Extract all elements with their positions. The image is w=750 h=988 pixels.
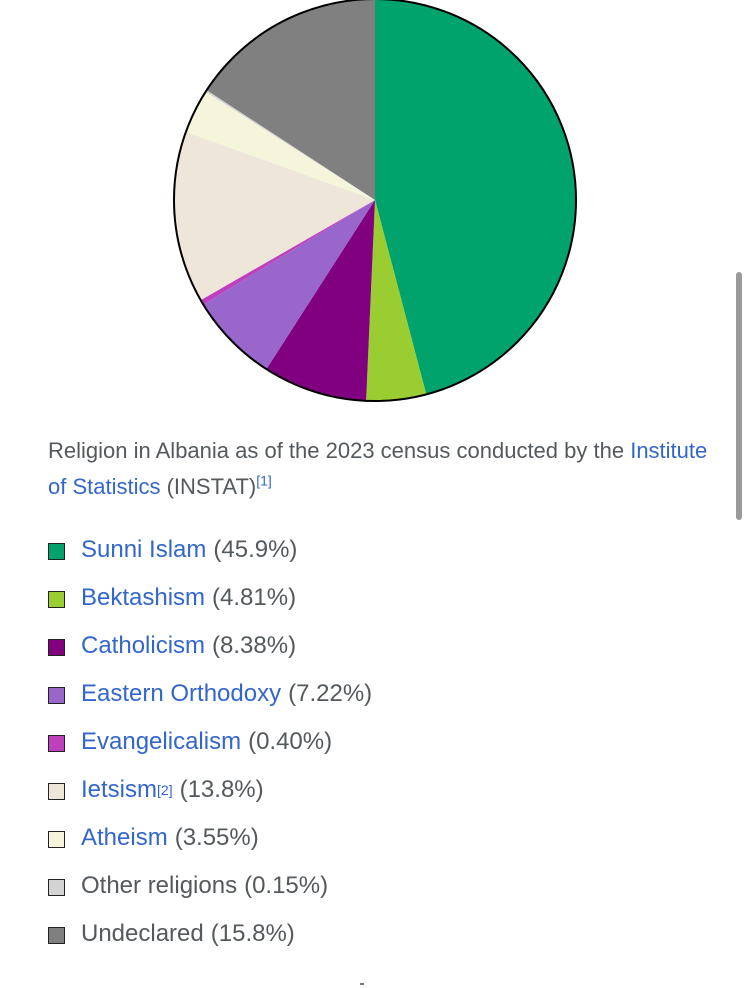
legend-label-undeclared: Undeclared: [81, 920, 204, 947]
legend-item-sunni-islam: Sunni Islam (45.9%): [48, 526, 708, 574]
pie-slice-evangelicalism: [200, 200, 375, 305]
legend-label-sunni-islam[interactable]: Sunni Islam: [81, 536, 207, 563]
legend-label-atheism[interactable]: Atheism: [81, 824, 168, 851]
legend-swatch-other-religions: [48, 878, 65, 896]
legend-item-atheism: Atheism (3.55%): [48, 814, 708, 862]
legend-percent-atheism: (3.55%): [174, 824, 259, 851]
pie-slice-bektashism: [366, 200, 427, 401]
legend-label-ietsism[interactable]: Ietsism: [81, 776, 158, 803]
legend-percent-other-religions: (0.15%): [244, 872, 329, 899]
legend-swatch-evangelicalism: [48, 734, 65, 752]
legend-percent-ietsism: (13.8%): [179, 776, 264, 803]
caption-text-after: (INSTAT): [166, 474, 257, 499]
pie-slice-undeclared: [206, 0, 375, 200]
legend-swatch-ietsism: [48, 782, 65, 800]
legend-swatch-bektashism: [48, 590, 65, 608]
pie-slice-other-religions: [205, 90, 375, 200]
legend-item-eastern-orthodoxy: Eastern Orthodoxy (7.22%): [48, 670, 708, 718]
legend-item-evangelicalism: Evangelicalism (0.40%): [48, 718, 708, 766]
bottom-edge-mark: [360, 983, 364, 985]
pie-slice-catholicism: [266, 200, 375, 401]
legend-percent-bektashism: (4.81%): [212, 584, 297, 611]
caption-text-before: Religion in Albania as of the 2023 censu…: [48, 438, 625, 463]
pie-chart: [0, 0, 750, 410]
legend-swatch-undeclared: [48, 926, 65, 944]
legend-percent-eastern-orthodoxy: (7.22%): [288, 680, 373, 707]
legend-swatch-sunni-islam: [48, 542, 65, 560]
legend-label-eastern-orthodoxy[interactable]: Eastern Orthodoxy: [81, 680, 282, 707]
legend-item-bektashism: Bektashism (4.81%): [48, 574, 708, 622]
scrollbar-thumb[interactable]: [736, 272, 742, 520]
legend-percent-undeclared: (15.8%): [210, 920, 295, 947]
pie-outline: [173, 0, 577, 402]
chart-caption: Religion in Albania as of the 2023 censu…: [48, 433, 708, 505]
legend-label-bektashism[interactable]: Bektashism: [81, 584, 206, 611]
caption-ref-1[interactable]: [1]: [256, 472, 272, 489]
legend-item-other-religions: Other religions (0.15%): [48, 862, 708, 910]
caption-link-instat[interactable]: Institute of Statistics: [48, 438, 708, 499]
legend-percent-sunni-islam: (45.9%): [213, 536, 298, 563]
pie-slice-eastern-orthodoxy: [203, 200, 375, 370]
pie-slice-ietsism: [173, 131, 375, 301]
chart-legend: Sunni Islam (45.9%) Bektashism (4.81%) Catho…: [48, 526, 708, 958]
legend-percent-evangelicalism: (0.40%): [248, 728, 333, 755]
pie-slice-sunni-islam: [375, 0, 576, 395]
legend-swatch-atheism: [48, 830, 65, 848]
pie-slice-atheism: [185, 91, 375, 200]
legend-swatch-eastern-orthodoxy: [48, 686, 65, 704]
legend-item-catholicism: Catholicism (8.38%): [48, 622, 708, 670]
legend-label-other-religions: Other religions: [81, 872, 238, 899]
legend-percent-catholicism: (8.38%): [212, 632, 297, 659]
legend-swatch-catholicism: [48, 638, 65, 656]
legend-item-ietsism: Ietsism [2] (13.8%): [48, 766, 708, 814]
legend-label-catholicism[interactable]: Catholicism: [81, 632, 206, 659]
legend-item-undeclared: Undeclared (15.8%): [48, 910, 708, 958]
legend-label-evangelicalism[interactable]: Evangelicalism: [81, 728, 242, 755]
pie-chart-svg: [173, 0, 577, 402]
